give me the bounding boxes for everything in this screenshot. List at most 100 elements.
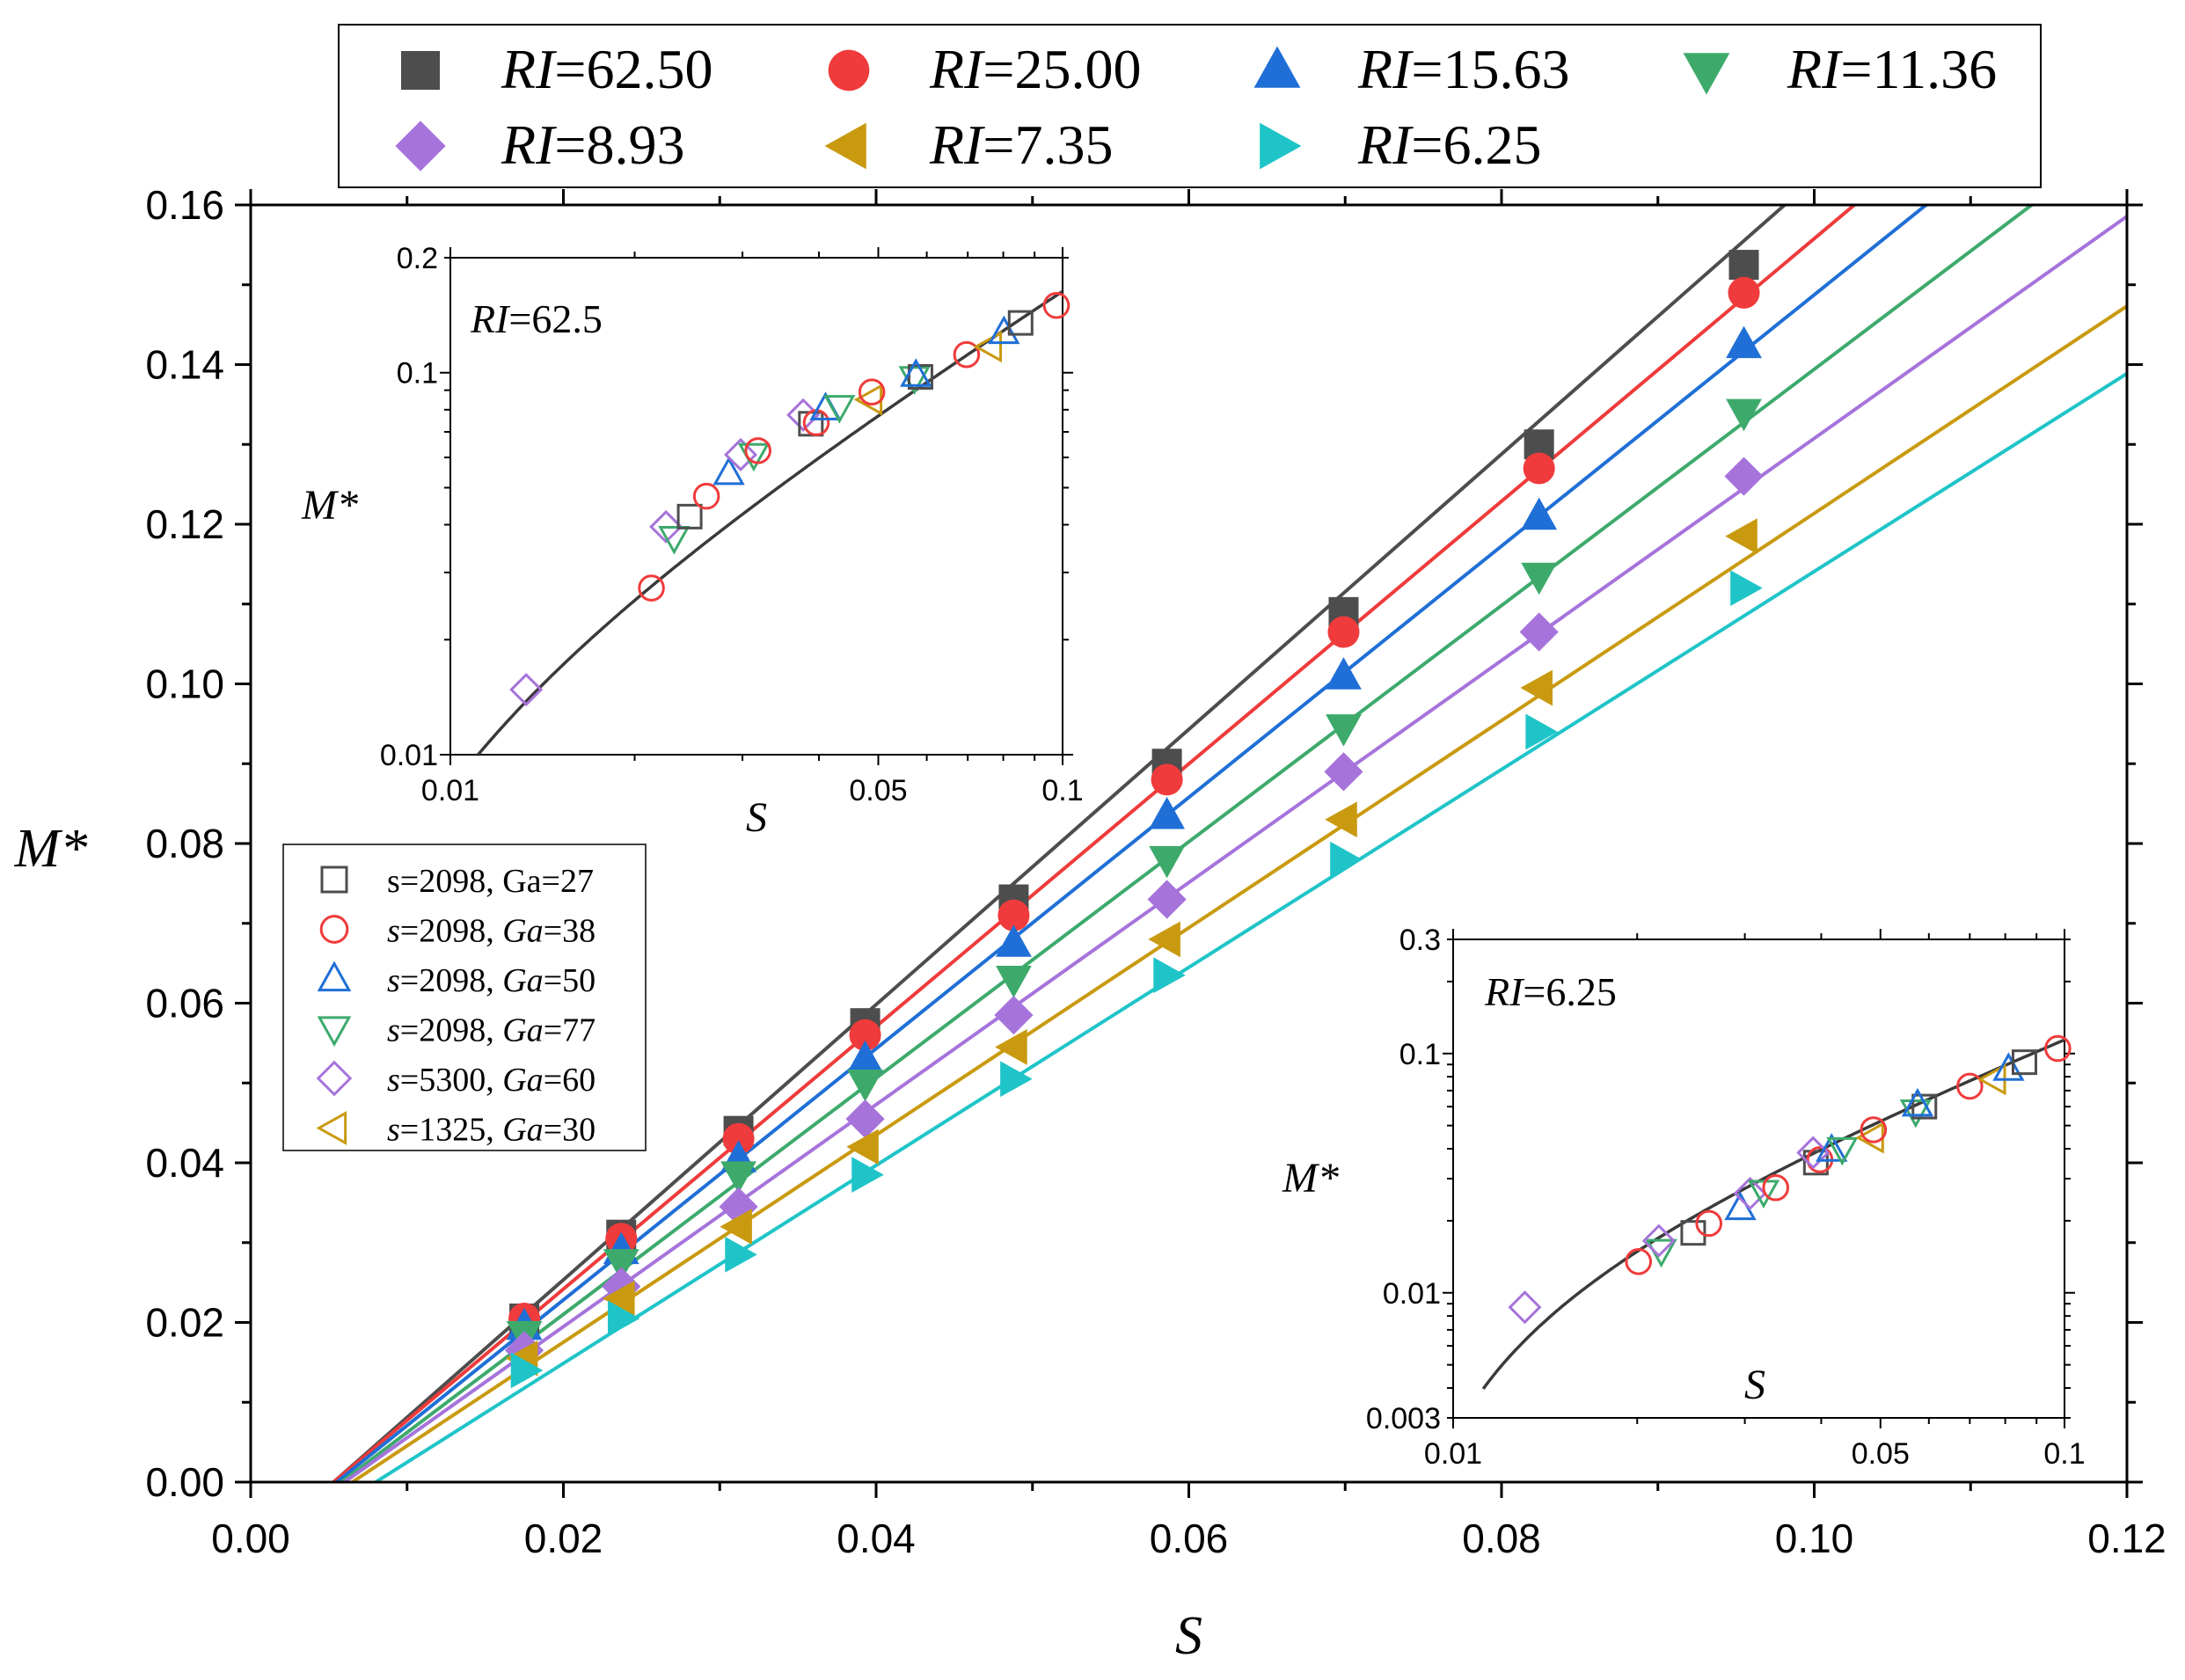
data-point-circle [722,1122,755,1155]
case-marker-triangle-up [317,961,352,992]
legend-item-6: RI=6.25 [1260,113,1542,176]
inset-ri-symbol: RI [1484,969,1525,1014]
case-s-symbol: s [387,1112,400,1149]
inset-point-circle [1042,291,1071,319]
x-tick-label: 0.00 [211,1516,290,1561]
case-s-value: =1325, [400,1112,502,1149]
y-tick-label: 0.10 [145,661,224,707]
x-tick-label: 0.12 [2087,1516,2167,1561]
x-tick-label: 0.04 [837,1516,916,1561]
data-point-triangle-left [846,1129,879,1165]
inset-point-triangle-down [1899,1099,1933,1129]
data-point-triangle-right [1525,713,1558,750]
data-point-triangle-left [603,1280,635,1317]
inset-point-square [1007,310,1034,336]
data-point-triangle-down [1326,714,1362,747]
main-plot: 0.00 0.02 0.04 0.06 0.08 0.10 0.12 0.00 0.02 0.04… [14,182,2167,1666]
fit-line-4 [343,214,2127,1482]
data-point-triangle-down [847,1069,883,1102]
axes: 0.00 0.02 0.04 0.06 0.08 0.10 0.12 0.00 0.02 0.04… [145,182,2166,1561]
data-point-triangle-left [1725,518,1758,555]
data-point-triangle-left [1520,669,1553,706]
top-legend-frame [338,24,2042,188]
data-point-triangle-right [725,1236,757,1273]
inset-x-tick-label: 0.01 [1424,1437,1482,1471]
data-point-triangle-right [1153,957,1186,994]
series-6 [510,570,1763,1389]
legend-marker-diamond [395,121,446,172]
legend-label-0: RI=62.50 [501,38,713,100]
case-legend-label-5: s=1325, Ga=30 [387,1112,596,1149]
case-s-symbol: s [387,913,400,950]
case-marker-triangle-down [317,1016,352,1048]
inset-point-circle [1860,1116,1888,1143]
y-tick-label: 0.00 [145,1459,224,1505]
data-point-triangle-up [1521,497,1558,530]
case-ga-symbol: Ga [502,863,541,900]
legend-ri-value: =25.00 [983,38,1141,100]
inset-point-triangle-up [988,315,1020,345]
data-point-diamond [1519,612,1559,652]
legend-item-1: RI=25.00 [828,38,1142,100]
case-ga-symbol: Ga [502,962,543,999]
case-s-symbol: s [387,863,400,900]
x-tick-label: 0.06 [1150,1516,1229,1561]
legend-label-4: RI=8.93 [501,113,685,176]
legend-ri-symbol: RI [1787,38,1843,100]
legend-label-1: RI=25.00 [929,38,1142,100]
inset-point-circle [1956,1072,1984,1100]
inset-point-triangle-down [823,395,856,424]
case-legend-label-3: s=2098, Ga=77 [387,1012,596,1049]
y-tick-label: 0.06 [145,981,224,1026]
case-s-value: =2098, [400,962,502,999]
case-marker-square [320,866,348,894]
legend-item-4: RI=8.93 [395,113,685,176]
data-point-triangle-right [851,1157,884,1194]
y-tick-label: 0.12 [145,501,224,547]
data-point-triangle-left [720,1209,752,1245]
legend-marker-triangle-down [1683,53,1730,95]
inset-title: RI=62.5 [470,296,603,341]
case-ga-value: =38 [544,913,596,950]
x-axis-label: S [1175,1606,1202,1666]
data-point-triangle-up [1149,796,1186,829]
legend-ri-symbol: RI [929,38,985,100]
inset-y-tick-label: 0.003 [1366,1402,1441,1435]
inset-point-square [907,364,933,391]
data-point-triangle-left [995,1029,1027,1065]
case-s-value: =2098, [400,863,502,900]
case-legend-frame [282,844,647,1151]
inset-point-square [676,503,703,530]
legend-label-5: RI=7.35 [929,113,1114,176]
inset-point-square [2011,1049,2037,1076]
legend-ri-value: =8.93 [554,113,684,176]
inset-y-tick-label: 0.01 [1383,1277,1441,1311]
case-legend-item-1: s=2098, Ga=38 [319,913,596,950]
legend-ri-symbol: RI [501,113,557,176]
legend-ri-value: =6.25 [1411,113,1541,176]
inset-fit-curve [476,289,1063,755]
inset-point-circle [2044,1034,2072,1063]
data-point-triangle-left [1325,801,1357,838]
inset-point-diamond [1796,1136,1831,1170]
case-s-symbol: s [387,1062,400,1099]
inset-x-label: S [1744,1362,1765,1408]
data-point-triangle-up [1326,657,1362,690]
data-point-diamond [994,996,1034,1035]
legend-item-5: RI=7.35 [824,113,1114,176]
inset-point-diamond [724,437,758,471]
inset-0: 0.01 0.05 0.1 0.01 0.1 0.2 RI=62.5 M* S [301,242,1084,841]
case-s-symbol: s [387,1012,400,1049]
y-tick-label: 0.02 [145,1300,224,1346]
inset-y-tick-label: 0.01 [380,739,438,772]
case-legend-label-1: s=2098, Ga=38 [387,913,596,950]
legend-marker-circle [828,49,870,91]
inset-y-tick-label: 0.1 [397,357,438,391]
legend-marker-triangle-right [1260,122,1302,170]
inset-point-triangle-down [658,526,691,555]
case-legend-item-2: s=2098, Ga=50 [317,961,596,999]
inset-y-tick-label: 0.1 [1399,1038,1441,1071]
data-points [504,250,1764,1389]
